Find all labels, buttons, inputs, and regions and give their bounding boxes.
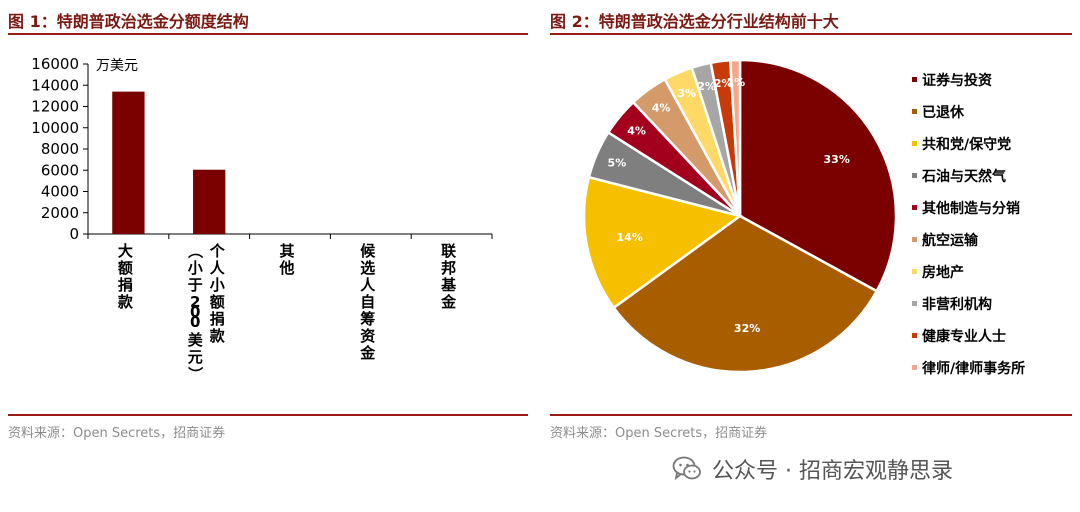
svg-text:0: 0 bbox=[190, 303, 200, 321]
pie-slice bbox=[612, 214, 879, 374]
pie-slice bbox=[738, 58, 898, 293]
legend-label: 航空运输 bbox=[922, 232, 979, 249]
y-tick-label: 16000 bbox=[31, 55, 79, 73]
legend-label: 房地产 bbox=[922, 264, 964, 281]
slice-label: 5% bbox=[608, 157, 627, 170]
svg-text:元: 元 bbox=[188, 348, 203, 366]
bar bbox=[193, 169, 226, 234]
y-tick-label: 0 bbox=[69, 225, 79, 243]
slice-label: 4% bbox=[652, 102, 671, 115]
pie-slice bbox=[582, 175, 743, 310]
chart1-title: 图 1：特朗普政治选金分额度结构 bbox=[8, 12, 249, 31]
unit-label: 万美元 bbox=[96, 58, 138, 74]
svg-text:（: （ bbox=[186, 243, 204, 258]
y-tick-label: 4000 bbox=[41, 183, 79, 201]
chart1-source: 资料来源：Open Secrets，招商证券 bbox=[8, 426, 226, 441]
y-tick-label: 10000 bbox=[31, 119, 79, 137]
pie-chart-panel: 图 2：特朗普政治选金分行业结构前十大 33% 32% 14% 5% 4% 4% 3% 2% 2… bbox=[550, 0, 1072, 450]
svg-text:人: 人 bbox=[210, 259, 226, 277]
svg-text:于: 于 bbox=[188, 276, 203, 294]
legend: 证券与投资已退休共和党/保守党石油与天然气其他制造与分销航空运输房地产非营利机构… bbox=[912, 72, 1025, 377]
y-tick-label: 8000 bbox=[41, 140, 79, 158]
legend-label: 已退休 bbox=[922, 104, 965, 121]
svg-text:捐: 捐 bbox=[118, 276, 133, 294]
y-tick-label: 2000 bbox=[41, 204, 79, 222]
svg-text:款: 款 bbox=[210, 327, 226, 345]
legend-swatch bbox=[912, 77, 917, 82]
legend-label: 非营利机构 bbox=[922, 296, 992, 313]
y-tick-label: 14000 bbox=[31, 76, 79, 94]
legend-label: 其他制造与分销 bbox=[922, 200, 1020, 217]
svg-text:候: 候 bbox=[360, 242, 376, 260]
svg-text:金: 金 bbox=[359, 344, 376, 362]
chart1-bottom-rule bbox=[8, 414, 528, 416]
svg-text:大: 大 bbox=[118, 242, 133, 260]
watermark: 公众号 · 招商宏观静思录 bbox=[672, 450, 953, 488]
legend-label: 石油与天然气 bbox=[921, 168, 1006, 185]
legend-swatch bbox=[912, 333, 917, 338]
legend-swatch bbox=[912, 301, 917, 306]
svg-text:）: ） bbox=[186, 366, 204, 381]
svg-text:金: 金 bbox=[440, 293, 457, 311]
chart1-top-rule bbox=[8, 33, 528, 35]
legend-swatch bbox=[912, 365, 917, 370]
svg-text:款: 款 bbox=[118, 293, 134, 311]
svg-text:捐: 捐 bbox=[210, 310, 225, 328]
wechat-icon bbox=[672, 456, 701, 481]
svg-text:邦: 邦 bbox=[441, 259, 456, 277]
legend-swatch bbox=[912, 205, 917, 210]
svg-text:资: 资 bbox=[360, 327, 375, 345]
svg-text:2: 2 bbox=[190, 293, 200, 311]
x-tick-label: 其他 bbox=[278, 242, 294, 277]
slice-label: 2% bbox=[714, 77, 733, 90]
bar-chart: 0 2000 4000 6000 8000 10000 12000 14000 16000 万美元… bbox=[31, 55, 493, 382]
chart2-top-rule bbox=[550, 33, 1072, 35]
chart2-title: 图 2：特朗普政治选金分行业结构前十大 bbox=[550, 12, 839, 31]
chart2-source: 资料来源：Open Secrets，招商证券 bbox=[550, 426, 768, 441]
legend-label: 律师/律师事务所 bbox=[922, 360, 1025, 377]
slice-label: 1% bbox=[726, 76, 745, 89]
svg-text:额: 额 bbox=[118, 259, 133, 277]
svg-text:小: 小 bbox=[210, 276, 225, 294]
svg-text:自: 自 bbox=[360, 293, 375, 311]
svg-text:人: 人 bbox=[360, 276, 376, 294]
svg-text:额: 额 bbox=[210, 293, 225, 311]
svg-text:其: 其 bbox=[279, 242, 294, 260]
slice-label: 14% bbox=[617, 231, 643, 244]
y-tick-label: 6000 bbox=[41, 161, 79, 179]
svg-text:他: 他 bbox=[278, 259, 294, 277]
svg-text:联: 联 bbox=[441, 242, 457, 260]
legend-swatch bbox=[912, 109, 917, 114]
slice-label: 4% bbox=[627, 125, 646, 138]
svg-text:美: 美 bbox=[188, 331, 204, 349]
legend-label: 健康专业人士 bbox=[922, 328, 1006, 345]
pie-slice bbox=[728, 58, 742, 217]
slice-label: 33% bbox=[824, 153, 850, 166]
slice-label: 3% bbox=[677, 87, 696, 100]
svg-text:小: 小 bbox=[188, 259, 203, 277]
legend-swatch bbox=[912, 269, 917, 274]
svg-text:选: 选 bbox=[360, 259, 375, 277]
legend-label: 共和党/保守党 bbox=[922, 136, 1011, 153]
slice-label: 32% bbox=[734, 322, 760, 335]
svg-text:筹: 筹 bbox=[360, 310, 375, 328]
legend-swatch bbox=[912, 141, 917, 146]
bar bbox=[112, 91, 145, 234]
svg-text:个: 个 bbox=[209, 242, 226, 260]
legend-label: 证券与投资 bbox=[922, 72, 992, 89]
y-tick-label: 12000 bbox=[31, 98, 79, 116]
slice-label: 2% bbox=[697, 80, 716, 93]
legend-swatch bbox=[912, 173, 917, 178]
bar-chart-panel: 图 1：特朗普政治选金分额度结构 0 2000 4000 6000 8000 10000 1… bbox=[8, 0, 528, 450]
svg-text:基: 基 bbox=[440, 276, 457, 294]
watermark-text: 公众号 · 招商宏观静思录 bbox=[712, 459, 953, 484]
pie-chart: 33%32%14%5%4%4%3%2%2%1% 证券与投资已退休共和党/保守党石油… bbox=[582, 58, 1025, 377]
legend-swatch bbox=[912, 237, 917, 242]
chart2-bottom-rule bbox=[550, 414, 1072, 416]
svg-text:0: 0 bbox=[190, 313, 200, 331]
